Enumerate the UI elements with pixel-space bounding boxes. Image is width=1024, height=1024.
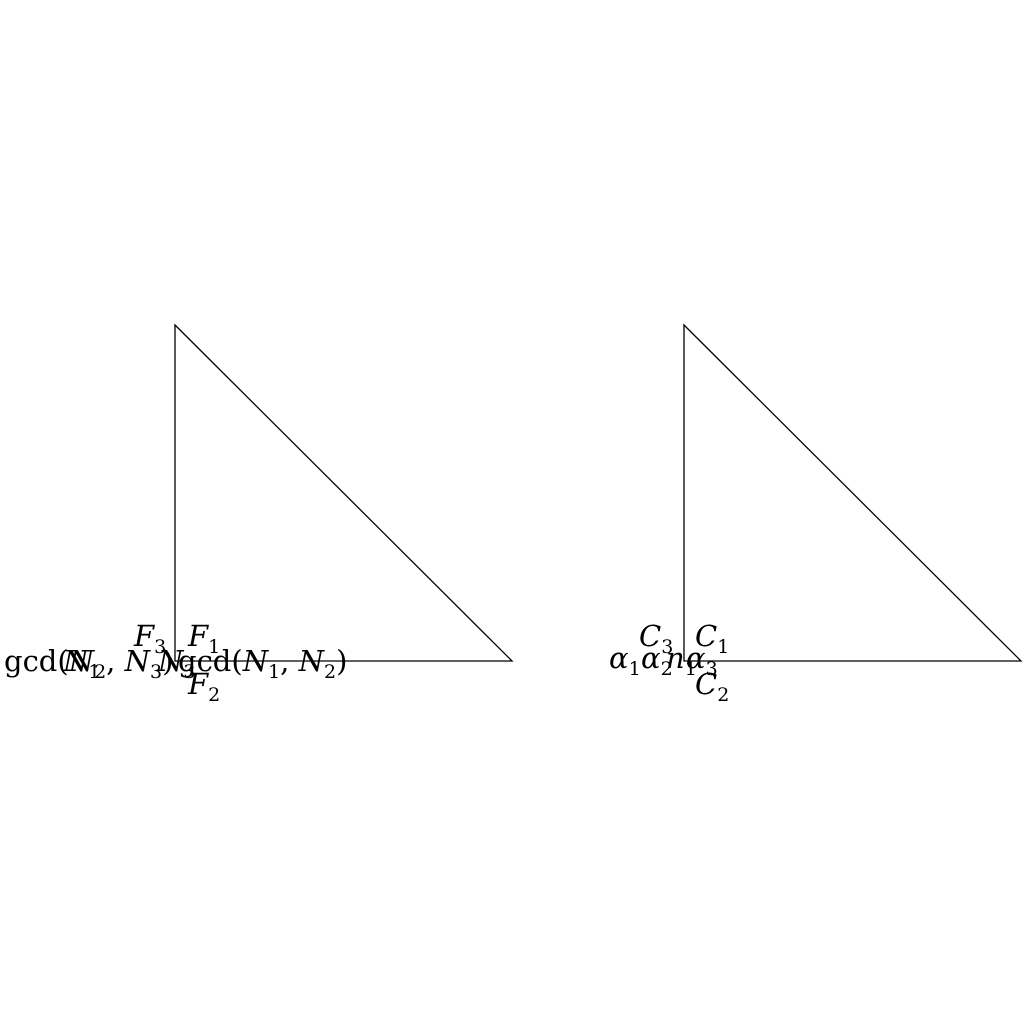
label-gcd-n1-n2: gcd(N1, N2) bbox=[178, 644, 347, 683]
label-f3: F3 bbox=[133, 619, 166, 658]
label-alpha1: α1 bbox=[609, 641, 641, 680]
label-gcd-n2-n3: gcd(N2, N3) bbox=[4, 644, 173, 683]
label-c3: C3 bbox=[639, 619, 673, 658]
right-triangle bbox=[683, 323, 1023, 662]
label-c1: C1 bbox=[695, 619, 729, 658]
label-c2: C2 bbox=[695, 667, 729, 706]
label-f2: F2 bbox=[187, 667, 220, 706]
left-triangle bbox=[174, 323, 514, 662]
label-f1: F1 bbox=[187, 619, 220, 658]
right-triangle-diagram: C3 C1 C2 α1 α2 n1 α3 bbox=[609, 323, 1023, 706]
label-n3-overlap: N3 bbox=[157, 644, 195, 683]
label-n1: n1 bbox=[666, 641, 697, 680]
label-alpha2: α2 bbox=[641, 641, 673, 680]
label-alpha3: α3 bbox=[686, 641, 718, 680]
left-triangle-diagram: F3 F1 F2 gcd(N2, N3) N1 N3 gcd(N1, N2) bbox=[4, 323, 514, 706]
label-n1-overlap: N1 bbox=[62, 644, 100, 683]
